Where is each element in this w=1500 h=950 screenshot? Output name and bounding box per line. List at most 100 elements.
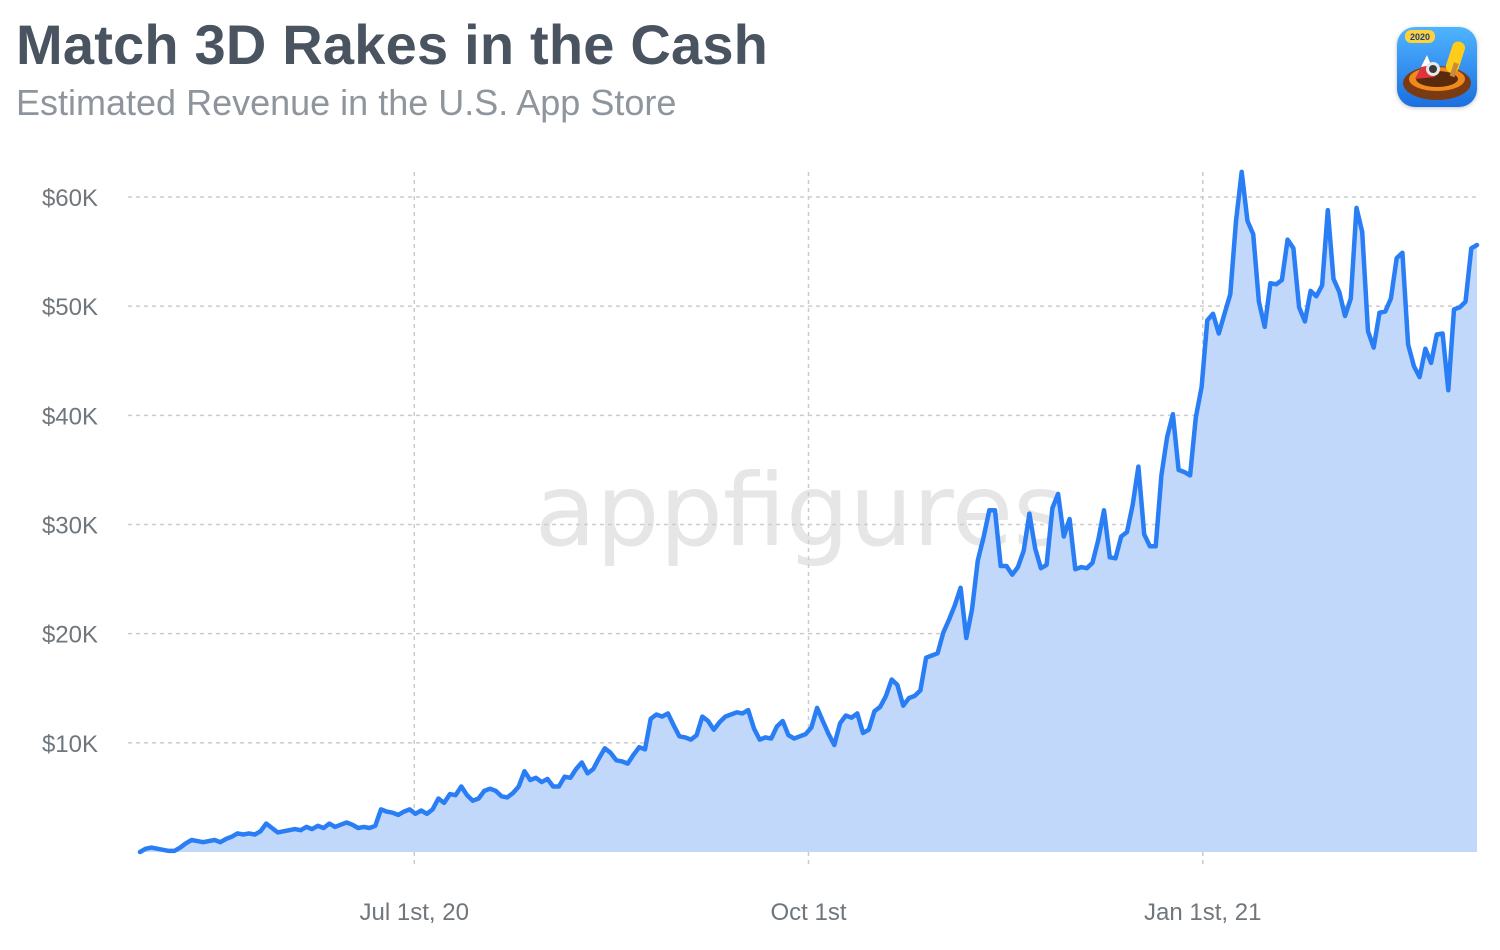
data-point [529, 779, 532, 781]
data-point [638, 746, 641, 749]
data-point [1085, 567, 1088, 570]
data-point [1103, 509, 1105, 512]
data-point [885, 694, 887, 697]
data-point [1160, 474, 1163, 477]
data-point [162, 848, 164, 851]
data-point [982, 536, 985, 539]
data-point [1321, 284, 1324, 287]
data-point [867, 728, 870, 731]
data-point [810, 726, 813, 729]
data-point [1292, 247, 1295, 250]
data-point [293, 828, 296, 831]
data-point [632, 753, 635, 756]
data-point [1229, 293, 1232, 296]
data-point [563, 775, 566, 778]
data-point [844, 714, 847, 717]
data-point [907, 697, 910, 700]
data-point [345, 821, 348, 824]
data-point [1315, 295, 1318, 298]
data-point [1074, 568, 1077, 571]
data-point [276, 831, 279, 834]
data-point [248, 832, 250, 835]
data-point [1246, 220, 1249, 222]
x-tick-label: Jul 1st, 20 [360, 899, 469, 926]
data-point [483, 789, 486, 792]
data-point [753, 727, 755, 730]
data-point [1257, 300, 1260, 303]
data-point [1126, 531, 1128, 534]
data-point [534, 776, 537, 779]
data-point [489, 787, 491, 790]
data-point [1344, 315, 1346, 317]
data-point [896, 684, 899, 686]
data-point [1338, 291, 1341, 293]
match-3d-app-icon: 2020 [1397, 27, 1477, 107]
data-point [626, 762, 629, 765]
data-point [999, 565, 1002, 567]
chart-subtitle: Estimated Revenue in the U.S. App Store [16, 82, 677, 123]
data-point [431, 808, 434, 811]
data-point [1407, 343, 1410, 346]
data-point [942, 631, 945, 634]
data-point [242, 833, 245, 836]
data-point [1062, 535, 1065, 538]
data-point [724, 715, 727, 718]
data-point [1275, 283, 1278, 286]
data-point [219, 841, 222, 844]
data-point [1326, 209, 1329, 212]
data-point [1206, 319, 1209, 322]
icon-badge-text: 2020 [1410, 32, 1430, 42]
data-point [689, 738, 692, 741]
data-point [1114, 557, 1117, 560]
data-point [225, 837, 228, 840]
data-point [1120, 535, 1123, 538]
data-point [1154, 545, 1157, 548]
data-point [236, 832, 239, 835]
revenue-area-fill [140, 171, 1477, 852]
data-point [408, 808, 411, 811]
data-point [1166, 436, 1169, 439]
data-point [1395, 257, 1398, 260]
data-point [334, 825, 337, 828]
data-point [730, 713, 732, 716]
data-point [425, 812, 428, 815]
data-point [936, 652, 939, 655]
data-point [1401, 251, 1404, 254]
data-point [615, 759, 618, 762]
data-point [569, 776, 572, 779]
data-point [1372, 346, 1375, 349]
data-point [609, 751, 612, 754]
data-point [1280, 279, 1283, 281]
data-point [184, 842, 187, 845]
data-point [1458, 306, 1461, 309]
data-point [316, 824, 319, 827]
data-point [1051, 507, 1054, 510]
data-point [879, 705, 882, 708]
data-point [712, 728, 715, 731]
data-point [190, 839, 193, 841]
data-point [1286, 238, 1289, 241]
data-point [833, 744, 836, 746]
data-point [678, 735, 681, 738]
data-point [913, 694, 916, 697]
data-point [288, 829, 291, 832]
data-point [282, 830, 285, 833]
data-point [644, 748, 646, 751]
data-point [357, 827, 360, 829]
data-point [1177, 468, 1180, 471]
data-point [787, 734, 790, 737]
data-point [414, 812, 417, 815]
data-point [339, 823, 342, 826]
y-tick-label: $60K [42, 185, 98, 212]
data-point [965, 637, 968, 639]
y-tick-label: $20K [42, 622, 98, 649]
data-point [1367, 330, 1369, 333]
data-point [328, 822, 331, 825]
data-point [925, 656, 928, 659]
data-point [471, 799, 474, 802]
data-point [856, 712, 859, 715]
data-point [890, 678, 893, 681]
y-axis-labels: $10K $20K $30K $40K $50K $60K [42, 185, 98, 758]
data-point [735, 711, 738, 714]
data-point [552, 785, 555, 788]
